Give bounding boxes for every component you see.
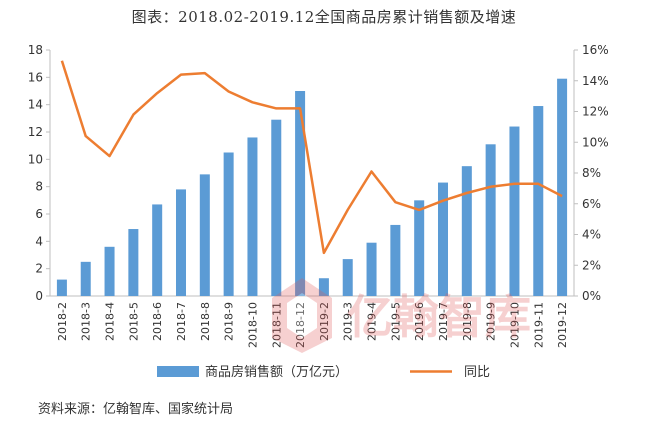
y-right-tick-label: 4% (582, 228, 601, 242)
x-tick-label: 2019-12 (556, 302, 569, 348)
y-left-tick-label: 2 (35, 262, 43, 276)
bar (128, 229, 139, 296)
x-tick-label: 2018-5 (127, 302, 140, 341)
bar (437, 182, 449, 296)
bar (295, 91, 306, 296)
legend-line-label: 同比 (464, 365, 490, 380)
x-tick-label: 2019-7 (437, 302, 450, 341)
x-tick-label: 2018-2 (56, 302, 69, 341)
x-tick-label: 2019-6 (413, 302, 426, 341)
y-left-tick-label: 4 (35, 234, 43, 248)
legend-bar-swatch (157, 366, 199, 377)
y-right-tick-label: 2% (582, 258, 601, 272)
y-left-tick-label: 18 (28, 43, 43, 57)
x-tick-label: 2018-4 (104, 302, 117, 341)
y-right-tick-label: 14% (582, 74, 609, 88)
bar-series (56, 78, 568, 297)
bar (175, 189, 187, 296)
bar (80, 261, 91, 296)
x-tick-label: 2019-10 (508, 302, 521, 348)
legend: 商品房销售额（万亿元） 同比 (157, 364, 490, 380)
y-left-tick-label: 14 (28, 98, 43, 112)
y-right-tick-label: 6% (582, 197, 601, 211)
x-tick-label: 2019-2 (318, 302, 331, 341)
bar (509, 126, 520, 297)
x-tick-label: 2019-11 (532, 302, 545, 348)
x-tick-label: 2018-6 (151, 302, 164, 341)
y-right-tick-label: 8% (582, 166, 601, 180)
bar (223, 152, 234, 296)
legend-bar-label: 商品房销售额（万亿元） (205, 364, 348, 380)
source-note: 资料来源：亿翰智库、国家统计局 (38, 402, 234, 417)
bar (533, 106, 544, 297)
y-left-tick-label: 10 (28, 152, 43, 166)
bar (366, 242, 377, 296)
y-left-tick-label: 8 (35, 180, 43, 194)
bar (56, 279, 67, 296)
y-left-tick-label: 0 (35, 289, 43, 303)
x-tick-label: 2018-12 (294, 302, 307, 348)
bar (485, 144, 496, 296)
x-tick-label: 2018-11 (270, 302, 283, 348)
bar (390, 224, 401, 296)
bar (247, 137, 258, 296)
x-tick-label: 2019-3 (342, 302, 355, 341)
bar (557, 78, 568, 296)
line-series (60, 60, 563, 255)
x-tick-label: 2019-8 (461, 302, 474, 341)
y-right-tick-label: 16% (582, 43, 609, 57)
tick-labels: 0 2 4 6 8 10 12 14 16 18 0% 2% 4% 6% 8% 10% 12% 14% 16% 201… (28, 43, 609, 348)
line-path (60, 60, 563, 255)
y-right-tick-label: 0% (582, 289, 601, 303)
bar (199, 174, 210, 296)
x-tick-label: 2018-7 (175, 302, 188, 341)
y-right-tick-label: 10% (582, 135, 609, 149)
bar (461, 166, 472, 296)
x-tick-label: 2018-10 (246, 302, 259, 348)
chart-title: 图表：2018.02-2019.12全国商品房累计销售额及增速 (131, 8, 517, 26)
y-left-tick-label: 12 (28, 125, 43, 139)
bar (271, 119, 282, 296)
x-tick-label: 2018-8 (199, 302, 212, 341)
x-tick-label: 2019-9 (485, 302, 498, 341)
bar (318, 278, 329, 296)
bar (414, 200, 425, 296)
bar (104, 246, 115, 296)
x-tick-label: 2019-5 (389, 302, 402, 341)
x-tick-label: 2019-4 (366, 302, 379, 341)
x-tick-label: 2018-3 (80, 302, 93, 341)
x-tick-label: 2018-9 (223, 302, 236, 341)
bar (152, 204, 163, 296)
bar (342, 259, 353, 296)
y-left-tick-label: 6 (35, 207, 43, 221)
y-right-tick-label: 12% (582, 105, 609, 119)
y-left-tick-label: 16 (28, 70, 43, 84)
